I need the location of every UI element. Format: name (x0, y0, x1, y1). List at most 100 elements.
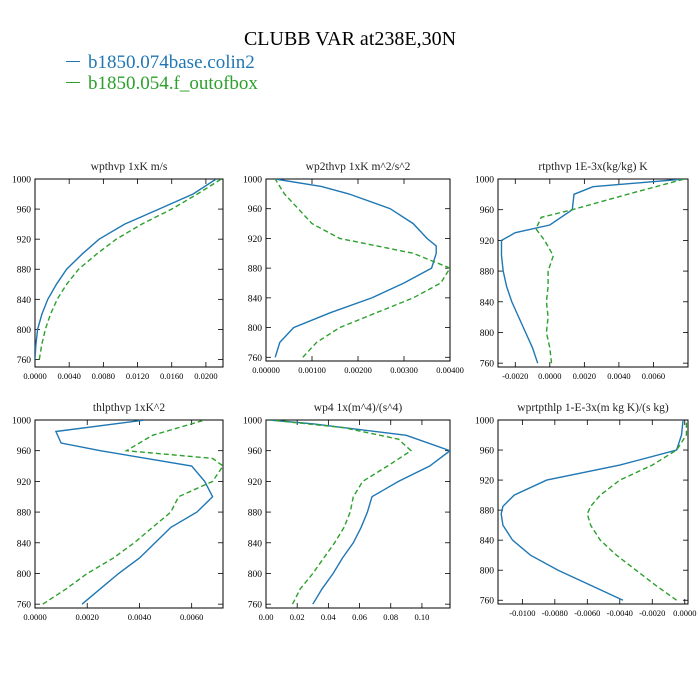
series-line (270, 420, 413, 605)
panel: wpthvp 1xK m/s 760 800 840 880 920 960 1000 0.00… (12, 161, 224, 381)
plot-frame (34, 178, 224, 368)
series-line (535, 179, 685, 364)
y-tick-label: 800 (248, 324, 263, 334)
x-tick-label: -0.0040 (607, 608, 633, 618)
y-tick-label: 1000 (243, 176, 262, 186)
x-tick-label: 0.0200 (194, 371, 217, 381)
x-tick-label: 0.00400 (436, 365, 464, 375)
y-tick-label: 800 (480, 567, 495, 577)
y-tick-label: 1000 (12, 176, 31, 186)
plot-frame (265, 178, 451, 362)
series-line (38, 179, 222, 360)
x-tick-label: -0.0060 (574, 608, 600, 618)
x-tick-label: 0.0160 (160, 371, 183, 381)
y-tick-label: 920 (17, 478, 32, 488)
y-tick-label: 1000 (475, 176, 494, 186)
y-tick-label: 960 (248, 205, 263, 215)
x-tick-label: 0.00200 (344, 365, 372, 375)
y-tick-label: 920 (248, 478, 263, 488)
y-tick-label: 1000 (475, 417, 494, 427)
panel: thlpthvp 1xK^2 760 800 840 880 920 960 1000 0.00… (12, 402, 224, 622)
x-tick-label: 0.0000 (23, 612, 46, 622)
legend-label: b1850.074base.colin2 (88, 52, 255, 73)
y-tick-label: 760 (17, 601, 32, 611)
y-tick-label: 960 (480, 206, 495, 216)
y-tick-label: 800 (480, 329, 495, 339)
series-line (269, 420, 450, 605)
y-tick-label: 840 (480, 537, 495, 547)
x-tick-label: -0.0020 (502, 371, 528, 381)
y-tick-label: 800 (17, 570, 32, 580)
y-tick-label: 840 (17, 296, 32, 306)
y-tick-label: 760 (248, 354, 263, 364)
x-tick-label: 0.00300 (390, 365, 418, 375)
legend-label: b1850.054.f_outofbox (88, 73, 258, 94)
y-tick-label: 760 (480, 597, 495, 607)
x-tick-label: 0.0000 (538, 371, 561, 381)
panel: wp4 1x(m^4)/(s^4) 760 800 840 880 920 960 1000 0… (243, 402, 451, 622)
y-tick-label: 880 (480, 268, 495, 278)
y-tick-label: 1000 (243, 417, 262, 427)
series-line (500, 420, 684, 601)
x-tick-label: 0.04 (321, 612, 337, 622)
series-line (274, 179, 437, 358)
y-tick-label: 880 (17, 509, 32, 519)
x-tick-label: -0.0100 (509, 608, 535, 618)
series-line (500, 179, 685, 364)
y-tick-label: 920 (17, 236, 32, 246)
y-tick-label: 880 (248, 265, 263, 275)
x-tick-label: 0.0000 (23, 371, 46, 381)
x-tick-label: 0.0060 (180, 612, 203, 622)
panel: wprtpthlp 1-E-3x(m kg K)/(s kg) 760 800 840… (475, 402, 696, 618)
x-tick-label: 0.10 (414, 612, 429, 622)
y-tick-label: 960 (480, 447, 495, 457)
x-tick-label: 0.0040 (607, 371, 630, 381)
y-tick-label: 880 (248, 509, 263, 519)
series-line (42, 420, 223, 605)
y-tick-label: 800 (17, 326, 32, 336)
y-tick-label: 920 (480, 477, 495, 487)
y-tick-label: 760 (17, 356, 32, 366)
x-tick-label: 0.0020 (76, 612, 99, 622)
x-tick-label: 0.00 (259, 612, 274, 622)
y-tick-label: 760 (480, 360, 495, 370)
legend-entry: b1850.054.f_outofbox (66, 73, 258, 95)
x-tick-label: 0.0040 (128, 612, 151, 622)
y-tick-label: 920 (248, 235, 263, 245)
x-tick-label: 0.06 (352, 612, 367, 622)
y-tick-label: 960 (248, 447, 263, 457)
legend-entry: b1850.074base.colin2 (66, 52, 255, 74)
x-tick-label: 0.0020 (573, 371, 596, 381)
series-line (274, 179, 450, 358)
panel-title: wpthvp 1xK m/s (91, 161, 168, 173)
plot-frame (265, 419, 451, 609)
x-tick-label: 0.0040 (57, 371, 80, 381)
y-tick-label: 880 (17, 266, 32, 276)
y-tick-label: 1000 (12, 417, 31, 427)
plot-frame (497, 178, 689, 368)
y-tick-label: 840 (248, 294, 263, 304)
y-tick-label: 760 (248, 601, 263, 611)
plot-frame (497, 419, 689, 605)
y-tick-label: 840 (17, 539, 32, 549)
x-tick-label: 0.08 (383, 612, 398, 622)
series-line (54, 420, 214, 605)
x-tick-label: 0.0060 (642, 371, 665, 381)
y-tick-label: 800 (248, 570, 263, 580)
panel: rtpthvp 1E-3x(kg/kg) K 760 800 840 880 920 960… (475, 161, 689, 381)
y-tick-label: 960 (17, 447, 32, 457)
y-tick-label: 840 (248, 539, 263, 549)
panel-title: thlpthvp 1xK^2 (93, 402, 165, 414)
page-title: CLUBB VAR at238E,30N (243, 28, 457, 50)
series-line (586, 420, 688, 601)
x-tick-label: 0.02 (290, 612, 305, 622)
legend-swatch (66, 82, 80, 84)
series-line (35, 179, 217, 360)
x-tick-label: 0.0000 (673, 608, 696, 618)
x-tick-label: 0.00100 (298, 365, 326, 375)
x-tick-label: -0.0020 (639, 608, 665, 618)
y-tick-label: 920 (480, 237, 495, 247)
y-tick-label: 840 (480, 298, 495, 308)
legend-swatch (66, 61, 80, 63)
